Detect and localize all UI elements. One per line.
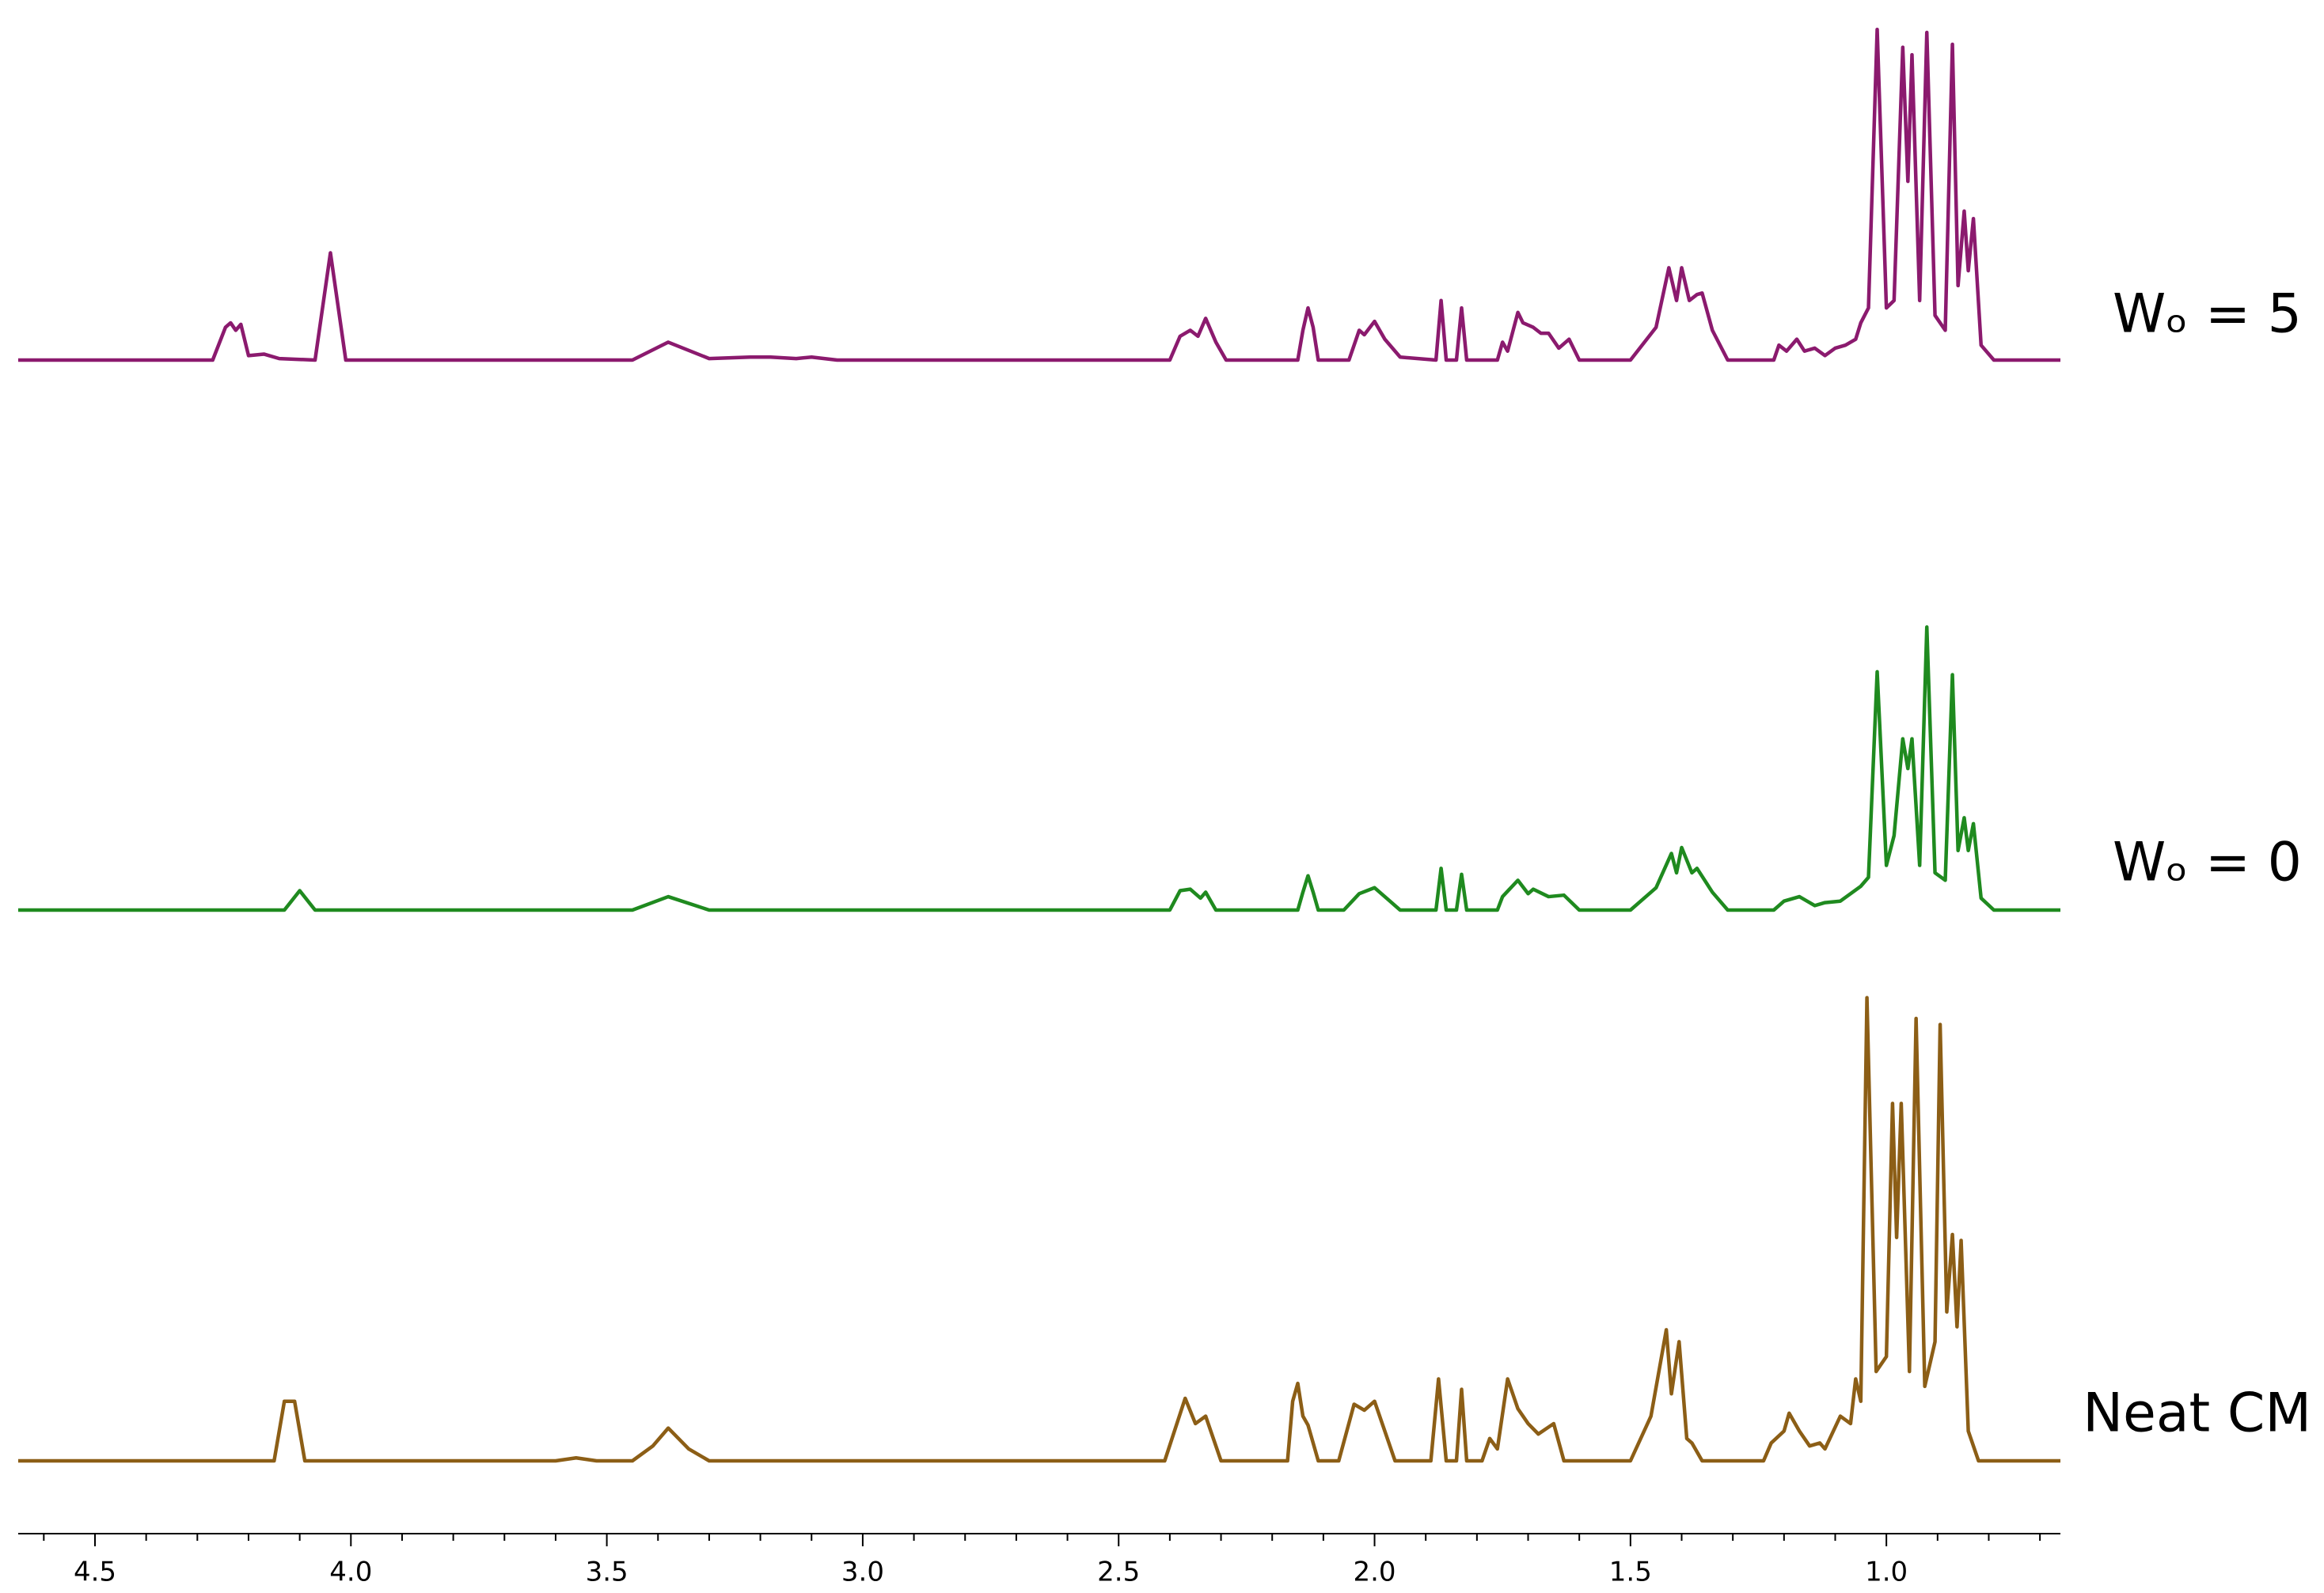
x-tick-label: 4.0 — [329, 1557, 372, 1588]
x-tick-label: 1.5 — [1609, 1557, 1652, 1588]
x-tick-label: 3.0 — [841, 1557, 884, 1588]
x-tick-label: 2.5 — [1097, 1557, 1140, 1588]
x-tick-label: 4.5 — [74, 1557, 116, 1588]
x-tick-label: 2.0 — [1353, 1557, 1396, 1588]
spectrum-line — [18, 996, 2060, 1463]
x-tick-label: 1.0 — [1865, 1557, 1908, 1588]
series-label: Neat CM — [2083, 1382, 2311, 1445]
spectrum-line — [18, 625, 2060, 912]
series-label: Wₒ = 5 — [2113, 283, 2302, 346]
x-tick-label: 3.5 — [586, 1557, 628, 1588]
spectrum-line — [18, 27, 2060, 362]
series-label: Wₒ = 0 — [2113, 832, 2302, 894]
